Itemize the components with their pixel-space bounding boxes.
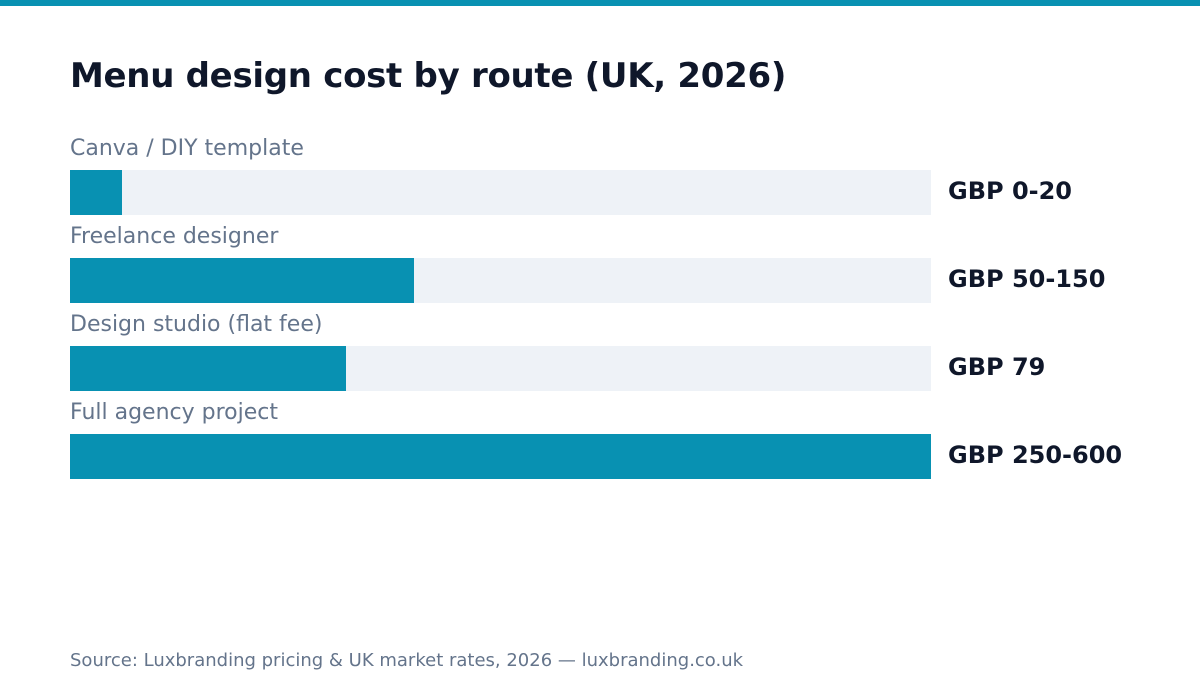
category-label: Full agency project bbox=[70, 400, 279, 425]
top-accent-stripe bbox=[0, 0, 1200, 6]
chart-title: Menu design cost by route (UK, 2026) bbox=[70, 56, 787, 96]
bar bbox=[70, 434, 931, 479]
value-label: GBP 0-20 bbox=[948, 177, 1072, 205]
bar bbox=[70, 170, 122, 215]
bar-track bbox=[70, 258, 931, 303]
bar bbox=[70, 346, 346, 391]
chart-row: Canva / DIY template GBP 0-20 bbox=[70, 132, 1170, 220]
bar-track bbox=[70, 434, 931, 479]
chart-row: Freelance designer GBP 50-150 bbox=[70, 220, 1170, 308]
category-label: Freelance designer bbox=[70, 224, 279, 249]
source-note: Source: Luxbranding pricing & UK market … bbox=[70, 650, 744, 671]
bar-chart: Canva / DIY template GBP 0-20 Freelance … bbox=[70, 132, 1170, 484]
chart-row: Full agency project GBP 250-600 bbox=[70, 396, 1170, 484]
bar-track bbox=[70, 170, 931, 215]
category-label: Canva / DIY template bbox=[70, 136, 304, 161]
value-label: GBP 250-600 bbox=[948, 441, 1123, 469]
chart-row: Design studio (flat fee) GBP 79 bbox=[70, 308, 1170, 396]
value-label: GBP 50-150 bbox=[948, 265, 1106, 293]
value-label: GBP 79 bbox=[948, 353, 1046, 381]
bar bbox=[70, 258, 415, 303]
bar-track bbox=[70, 346, 931, 391]
category-label: Design studio (flat fee) bbox=[70, 312, 323, 337]
